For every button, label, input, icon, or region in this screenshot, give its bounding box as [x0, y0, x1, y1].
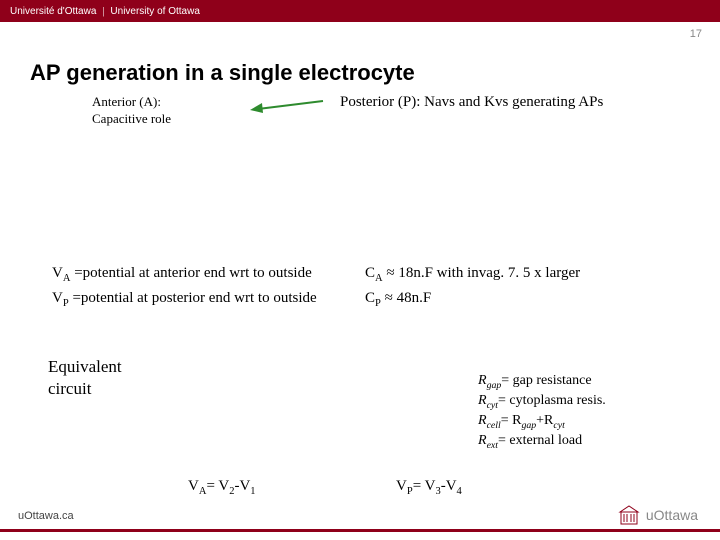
building-icon [618, 504, 640, 526]
header-bar: Université d'Ottawa | University of Otta… [0, 0, 720, 22]
equiv-circuit-label: Equivalent circuit [48, 356, 122, 400]
uni-name-en: University of Ottawa [110, 6, 199, 17]
footer-logo: uOttawa [618, 504, 698, 526]
anterior-line2: Capacitive role [92, 111, 171, 128]
page-number: 17 [690, 28, 702, 40]
va-equation: VA= V2-V1 [188, 478, 256, 497]
arrow-icon [248, 95, 328, 115]
rgap-def: Rgap= gap resistance [478, 372, 606, 392]
anterior-line1: Anterior (A): [92, 94, 171, 111]
cp-value: CP ≈ 48n.F [365, 287, 580, 312]
vp-equation: VP= V3-V4 [396, 478, 462, 497]
vp-def: VP =potential at posterior end wrt to ou… [52, 287, 317, 312]
header-divider: | [102, 6, 104, 17]
potential-definitions: VA =potential at anterior end wrt to out… [52, 262, 317, 312]
capacitance-values: CA ≈ 18n.F with invag. 7. 5 x larger CP … [365, 262, 580, 312]
slide-title: AP generation in a single electrocyte [0, 22, 720, 86]
resistance-definitions: Rgap= gap resistance Rcyt= cytoplasma re… [478, 372, 606, 452]
footer-url: uOttawa.ca [18, 510, 74, 522]
va-def: VA =potential at anterior end wrt to out… [52, 262, 317, 287]
rcell-def: Rcell= Rgap+Rcyt [478, 412, 606, 432]
anterior-label: Anterior (A): Capacitive role [92, 94, 171, 128]
ca-value: CA ≈ 18n.F with invag. 7. 5 x larger [365, 262, 580, 287]
footer-accent-line [0, 529, 720, 532]
footer-logo-text: uOttawa [646, 507, 698, 523]
rext-def: Rext= external load [478, 432, 606, 452]
rcyt-def: Rcyt= cytoplasma resis. [478, 392, 606, 412]
posterior-label: Posterior (P): Navs and Kvs generating A… [340, 94, 603, 111]
uni-name-fr: Université d'Ottawa [10, 6, 96, 17]
